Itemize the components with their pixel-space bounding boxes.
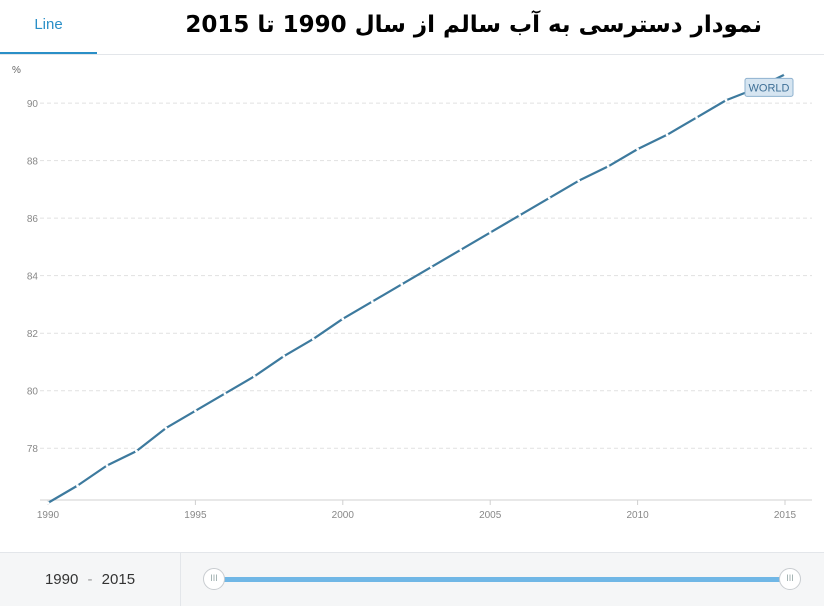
data-point	[695, 116, 698, 119]
data-point	[76, 484, 79, 488]
series-label: WORLD	[749, 82, 790, 94]
grid-layer	[40, 102, 812, 449]
y-tick-label: 86	[27, 214, 39, 225]
tab-bar: Line	[0, 0, 824, 55]
data-point	[194, 409, 197, 413]
chart-title: نمودار دسترسی به آب سالم از سال 1990 تا …	[185, 6, 762, 52]
range-separator: -	[87, 571, 93, 588]
data-point	[724, 98, 728, 102]
x-tick-label: 2015	[774, 510, 797, 521]
range-footer: 1990 - 2015 III III	[0, 552, 824, 606]
y-tick-label: 88	[27, 157, 39, 168]
x-tick-label: 2000	[332, 510, 355, 521]
tab-line[interactable]: Line	[0, 0, 97, 54]
data-point	[46, 501, 50, 505]
axis-layer: 78 80 82 84 86 88 90% 1990 1995 2000 2005 2010 2015	[12, 65, 812, 521]
y-tick-label: 90	[27, 99, 39, 110]
data-point	[518, 213, 522, 217]
y-tick-label: 84	[27, 272, 39, 283]
data-point	[547, 196, 551, 200]
x-tick-label: 1995	[184, 510, 207, 521]
data-point	[252, 374, 256, 378]
series-layer	[46, 72, 787, 505]
label-layer: WORLD	[744, 77, 794, 97]
data-point	[105, 464, 109, 467]
series-label-box	[744, 77, 794, 97]
data-point	[223, 392, 227, 395]
data-point	[164, 426, 168, 430]
data-point	[311, 337, 315, 341]
slider-start-handle[interactable]: III	[203, 568, 225, 590]
data-point	[488, 231, 492, 234]
slider-end-handle[interactable]: III	[779, 568, 801, 590]
x-tick-label: 2005	[479, 510, 502, 521]
series-line	[47, 73, 786, 504]
range-end: 2015	[101, 571, 136, 588]
y-tick-label: 82	[27, 329, 39, 340]
data-point	[135, 449, 138, 453]
x-tick-label: 2010	[626, 510, 649, 521]
y-tick-label: 78	[27, 444, 39, 455]
data-point	[783, 72, 787, 76]
y-axis-unit: %	[12, 65, 21, 76]
data-point	[370, 300, 374, 303]
data-point	[636, 147, 639, 151]
data-point	[429, 265, 433, 269]
data-point	[459, 248, 463, 252]
range-label: 1990 - 2015	[0, 553, 181, 606]
data-point	[606, 165, 610, 168]
data-point	[665, 133, 669, 137]
data-point	[282, 354, 286, 358]
x-tick-label: 1990	[37, 510, 60, 521]
data-point	[400, 282, 404, 286]
data-point	[577, 179, 581, 183]
range-slider-track[interactable]	[215, 577, 790, 582]
range-start: 1990	[44, 571, 79, 588]
y-tick-label: 80	[27, 387, 39, 398]
data-point	[341, 317, 345, 321]
